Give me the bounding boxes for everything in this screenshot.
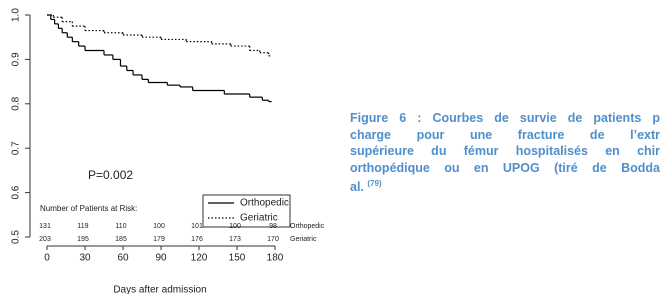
risk-count: 179 [153,236,165,243]
risk-title: Number of Patients at Risk: [40,204,137,213]
caption-line: orthopédique ou en UPOG (tiré de Bodda [350,160,660,175]
risk-count: 170 [267,236,279,243]
x-tick-label: 30 [79,253,91,264]
risk-count: 195 [77,236,89,243]
risk-count: 101 [191,223,203,230]
legend-label: Orthopedic [240,198,289,209]
x-tick-label: 180 [267,253,284,264]
x-tick-label: 90 [155,253,167,264]
y-tick-label: 1.0 [11,8,22,22]
y-tick-label: 0.8 [11,96,22,110]
x-tick-label: 0 [44,253,50,264]
x-tick-label: 150 [229,253,246,264]
risk-count: 173 [229,236,241,243]
risk-count: 98 [269,223,277,230]
x-tick-label: 60 [117,253,129,264]
risk-row-label: Orthopedic [290,223,325,230]
risk-count: 203 [39,236,51,243]
risk-count: 176 [191,236,203,243]
p-value: P=0.002 [88,168,133,182]
y-tick-label: 0.7 [11,141,22,155]
caption-line: supérieure du fémur hospitalisés en chir [350,144,660,158]
risk-count: 185 [115,236,127,243]
risk-row-label: Geriatric [290,236,317,243]
caption: Figure 6 : Courbes de survie de patients… [350,110,660,196]
legend-box [202,194,291,228]
caption-line: Figure 6 : Courbes de survie de patients… [350,111,660,125]
y-tick-label: 0.5 [11,230,22,244]
risk-count: 119 [77,223,88,230]
caption-ref: (79) [367,179,382,188]
risk-count: 100 [153,223,165,230]
risk-count: 100 [229,223,241,230]
caption-line: charge pour une fracture de l’extr [350,127,660,142]
caption-line: al. (79) [350,176,660,196]
x-axis-label: Days after admission [113,285,206,294]
risk-count: 110 [115,223,126,230]
legend-label: Geriatric [240,213,278,224]
caption-text: al. [350,180,364,195]
risk-count: 131 [39,223,51,230]
x-tick-label: 120 [191,253,208,264]
y-tick-label: 0.9 [11,52,22,66]
chart: P=0.002 Days after admission Number of P… [11,8,325,294]
y-tick-label: 0.6 [11,185,22,199]
